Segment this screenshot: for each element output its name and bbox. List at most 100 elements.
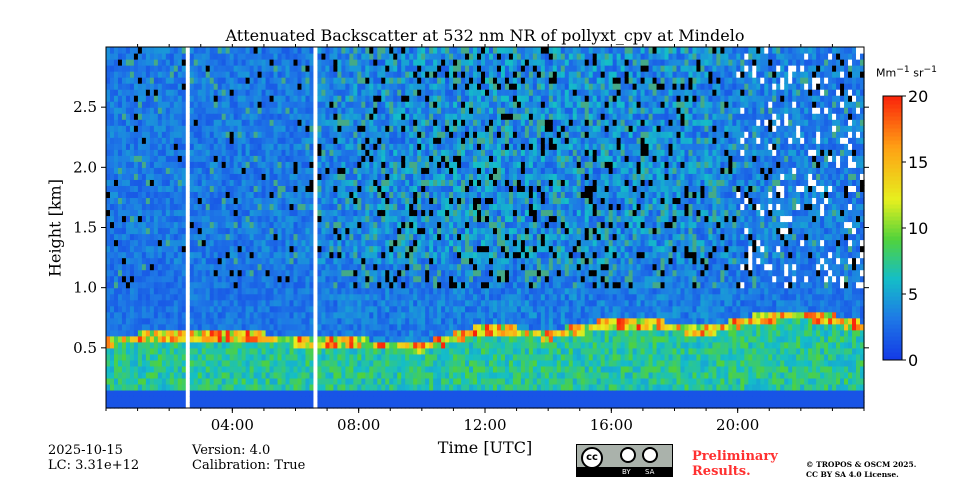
heatmap-cell bbox=[277, 317, 283, 325]
heatmap-cell bbox=[277, 359, 283, 367]
heatmap-cell bbox=[413, 359, 418, 367]
heatmap-cell bbox=[233, 299, 239, 307]
heatmap-cell bbox=[333, 209, 338, 217]
heatmap-cell bbox=[201, 245, 207, 253]
heatmap-cell bbox=[217, 83, 223, 90]
heatmap-cell bbox=[149, 341, 155, 349]
heatmap-cell bbox=[401, 239, 406, 247]
heatmap-cell bbox=[257, 233, 263, 241]
heatmap-cell bbox=[353, 275, 358, 283]
heatmap-cell bbox=[221, 377, 227, 385]
heatmap-cell bbox=[389, 293, 394, 301]
heatmap-cell bbox=[153, 53, 159, 60]
heatmap-cell bbox=[325, 137, 331, 144]
heatmap-cell bbox=[417, 353, 422, 361]
heatmap-cell bbox=[217, 71, 223, 78]
heatmap-cell bbox=[337, 143, 342, 150]
heatmap-cell bbox=[109, 359, 115, 367]
heatmap-cell bbox=[161, 149, 167, 156]
heatmap-cell bbox=[225, 143, 231, 150]
heatmap-cell bbox=[389, 299, 394, 307]
heatmap-cell bbox=[153, 125, 159, 132]
heatmap-cell bbox=[433, 389, 438, 397]
heatmap-cell bbox=[409, 377, 414, 385]
heatmap-cell bbox=[317, 257, 323, 265]
heatmap-cell bbox=[361, 329, 366, 337]
heatmap-cell bbox=[125, 335, 131, 343]
heatmap-cell bbox=[121, 179, 127, 186]
heatmap-cell bbox=[393, 125, 398, 132]
heatmap-cell bbox=[177, 185, 183, 192]
heatmap-cell bbox=[277, 179, 283, 186]
heatmap-cell bbox=[261, 365, 267, 373]
heatmap-cell bbox=[433, 359, 438, 367]
heatmap-cell bbox=[157, 395, 163, 403]
heatmap-cell bbox=[317, 239, 323, 247]
heatmap-cell bbox=[177, 119, 183, 126]
heatmap-cell bbox=[357, 221, 362, 229]
heatmap-cell bbox=[161, 77, 167, 84]
heatmap-cell bbox=[177, 209, 183, 217]
heatmap-cell bbox=[261, 257, 267, 265]
heatmap-cell bbox=[129, 323, 135, 331]
heatmap-cell bbox=[169, 173, 175, 180]
heatmap-cell bbox=[253, 173, 259, 180]
heatmap-cell bbox=[337, 371, 342, 379]
heatmap-cell bbox=[109, 101, 115, 108]
heatmap-cell bbox=[221, 311, 227, 319]
heatmap-cell bbox=[157, 149, 163, 156]
heatmap-cell bbox=[421, 383, 426, 391]
heatmap-cell bbox=[205, 383, 211, 391]
heatmap-cell bbox=[209, 341, 215, 349]
heatmap-cell bbox=[409, 101, 414, 108]
heatmap-cell bbox=[249, 179, 255, 186]
heatmap-cell bbox=[381, 275, 386, 283]
heatmap-cell bbox=[177, 143, 183, 150]
heatmap-cell bbox=[437, 137, 442, 144]
heatmap-cell bbox=[209, 59, 215, 66]
heatmap-cell bbox=[417, 191, 422, 199]
heatmap-cell bbox=[117, 113, 123, 120]
heatmap-cell bbox=[257, 227, 263, 235]
heatmap-cell bbox=[321, 59, 327, 66]
heatmap-cell bbox=[169, 167, 175, 174]
heatmap-cell bbox=[133, 395, 139, 403]
heatmap-cell bbox=[137, 101, 143, 108]
heatmap-cell bbox=[205, 71, 211, 78]
heatmap-cell bbox=[385, 173, 390, 180]
heatmap-cell bbox=[341, 233, 346, 241]
heatmap-cell bbox=[181, 221, 187, 229]
heatmap-cell bbox=[373, 197, 378, 205]
heatmap-cell bbox=[241, 233, 247, 241]
heatmap-cell bbox=[189, 233, 195, 241]
heatmap-cell bbox=[141, 113, 147, 120]
heatmap-cell bbox=[297, 77, 303, 84]
heatmap-cell bbox=[389, 227, 394, 235]
heatmap-cell bbox=[265, 395, 271, 403]
heatmap-cell bbox=[125, 83, 131, 90]
heatmap-cell bbox=[429, 119, 434, 126]
heatmap-cell bbox=[233, 143, 239, 150]
heatmap-cell bbox=[349, 275, 354, 283]
heatmap-cell bbox=[117, 59, 123, 66]
heatmap-cell bbox=[197, 227, 203, 235]
heatmap-cell bbox=[329, 47, 334, 54]
heatmap-cell bbox=[217, 401, 223, 409]
heatmap-cell bbox=[221, 173, 227, 180]
heatmap-cell bbox=[329, 329, 334, 337]
heatmap-cell bbox=[325, 83, 331, 90]
heatmap-cell bbox=[381, 161, 386, 168]
heatmap-cell bbox=[429, 239, 434, 247]
heatmap-cell bbox=[165, 341, 171, 349]
heatmap-cell bbox=[229, 233, 235, 241]
heatmap-cell bbox=[106, 71, 111, 78]
heatmap-cell bbox=[129, 275, 135, 283]
heatmap-cell bbox=[237, 203, 243, 211]
heatmap-cell bbox=[257, 383, 263, 391]
heatmap-cell bbox=[145, 53, 151, 60]
heatmap-cell bbox=[309, 335, 315, 343]
heatmap-cell bbox=[165, 221, 171, 229]
heatmap-cell bbox=[229, 221, 235, 229]
heatmap-cell bbox=[441, 401, 446, 409]
heatmap-cell bbox=[305, 371, 311, 379]
